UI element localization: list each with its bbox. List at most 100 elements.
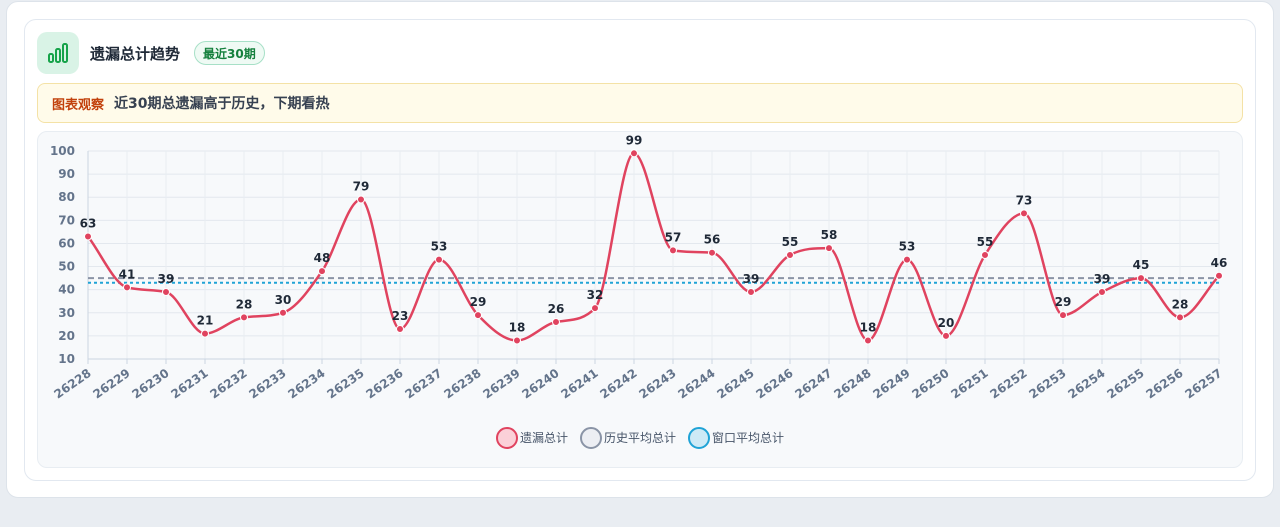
x-tick-label: 26253 xyxy=(1026,366,1068,401)
x-tick-label: 26250 xyxy=(909,366,951,401)
y-axis: 10 20 30 40 50 60 70 80 90 100 xyxy=(50,144,89,366)
average-lines xyxy=(88,277,1219,284)
y-tick-label: 100 xyxy=(50,144,75,158)
x-tick-label: 26252 xyxy=(987,366,1029,401)
period-badge: 最近30期 xyxy=(194,41,265,65)
chart-area xyxy=(37,131,1243,468)
data-point xyxy=(123,283,131,292)
x-axis: 2622826229262302623126232262332623426235… xyxy=(51,358,1225,401)
data-point xyxy=(240,313,248,322)
legend-item-missing-total: 遗漏总计 xyxy=(496,427,568,449)
data-point xyxy=(786,251,794,259)
data-label: 48 xyxy=(314,251,331,265)
data-label: 23 xyxy=(392,309,409,323)
data-label: 28 xyxy=(1172,297,1189,311)
insight-text: 近30期总遗漏高于历史，下期看热 xyxy=(114,96,330,112)
data-point xyxy=(591,304,599,313)
data-label: 29 xyxy=(1055,295,1072,309)
x-tick-label: 26247 xyxy=(792,366,834,401)
legend-label: 历史平均总计 xyxy=(604,431,676,445)
data-point xyxy=(84,232,92,241)
legend-swatch xyxy=(580,427,602,449)
data-point xyxy=(162,287,170,296)
data-point xyxy=(864,336,872,345)
data-point xyxy=(903,255,911,264)
data-label: 79 xyxy=(353,180,370,194)
data-label: 26 xyxy=(548,302,565,316)
data-point xyxy=(1215,271,1223,280)
data-label: 29 xyxy=(470,295,487,309)
x-tick-label: 26238 xyxy=(441,366,483,401)
x-tick-label: 26248 xyxy=(831,366,873,401)
x-tick-label: 26243 xyxy=(636,366,678,401)
data-point xyxy=(279,308,287,317)
data-point xyxy=(708,248,716,257)
x-tick-label: 26232 xyxy=(207,366,249,401)
data-point xyxy=(981,251,989,259)
data-label: 28 xyxy=(236,297,253,311)
data-label: 73 xyxy=(1016,193,1033,207)
data-label: 58 xyxy=(821,228,838,242)
data-point xyxy=(669,246,677,255)
data-point xyxy=(513,336,521,345)
legend-swatch xyxy=(496,427,518,449)
data-point xyxy=(1176,313,1184,322)
legend-item-window-average: 窗口平均总计 xyxy=(688,427,784,449)
legend-item-history-average: 历史平均总计 xyxy=(580,427,676,449)
data-label: 53 xyxy=(431,240,448,254)
data-point xyxy=(747,287,755,296)
x-tick-label: 26256 xyxy=(1143,366,1185,401)
data-point xyxy=(1098,287,1106,296)
data-label: 21 xyxy=(197,314,214,328)
insight-bar: 图表观察 近30期总遗漏高于历史，下期看热 xyxy=(37,83,1243,123)
x-tick-label: 26230 xyxy=(129,366,171,401)
data-point xyxy=(1020,209,1028,218)
x-tick-label: 26241 xyxy=(558,366,600,401)
x-tick-label: 26233 xyxy=(246,366,288,401)
x-tick-label: 26231 xyxy=(168,366,210,401)
y-tick-label: 40 xyxy=(58,283,75,297)
legend-swatch xyxy=(688,427,710,449)
x-tick-label: 26242 xyxy=(597,366,639,401)
data-label: 20 xyxy=(938,316,955,330)
data-label: 46 xyxy=(1211,256,1228,270)
data-point xyxy=(942,331,950,340)
data-label: 18 xyxy=(860,321,877,335)
y-tick-label: 60 xyxy=(58,236,75,250)
x-tick-label: 26257 xyxy=(1182,366,1224,401)
chart-legend: 遗漏总计 历史平均总计 窗口平均总计 xyxy=(496,427,784,449)
y-tick-label: 10 xyxy=(58,352,75,366)
data-point xyxy=(552,318,560,327)
data-point xyxy=(396,324,404,333)
x-tick-label: 26240 xyxy=(519,366,561,401)
data-label: 39 xyxy=(1094,272,1111,286)
x-tick-label: 26251 xyxy=(948,366,990,401)
data-point xyxy=(474,311,482,320)
data-label: 39 xyxy=(158,272,175,286)
y-tick-label: 70 xyxy=(58,213,75,227)
data-point xyxy=(357,195,365,204)
data-point xyxy=(630,149,638,158)
data-label: 57 xyxy=(665,230,682,244)
x-tick-label: 26229 xyxy=(90,366,132,401)
x-tick-label: 26236 xyxy=(363,366,405,401)
data-label: 41 xyxy=(119,267,136,281)
data-point xyxy=(825,244,833,253)
x-tick-label: 26245 xyxy=(714,366,756,401)
x-tick-label: 26239 xyxy=(480,366,522,401)
data-point xyxy=(1059,311,1067,320)
x-tick-label: 26255 xyxy=(1104,366,1146,401)
legend-label: 遗漏总计 xyxy=(520,431,568,445)
y-tick-label: 30 xyxy=(58,306,75,320)
data-label: 53 xyxy=(899,240,916,254)
y-tick-label: 90 xyxy=(58,167,75,181)
bar-chart-icon xyxy=(37,32,79,74)
data-label: 55 xyxy=(782,235,799,249)
data-point xyxy=(435,255,443,264)
data-label: 56 xyxy=(704,233,721,247)
x-tick-label: 26254 xyxy=(1065,366,1107,401)
y-tick-label: 20 xyxy=(58,329,75,343)
x-tick-label: 26228 xyxy=(51,366,93,401)
y-tick-label: 50 xyxy=(58,260,75,274)
